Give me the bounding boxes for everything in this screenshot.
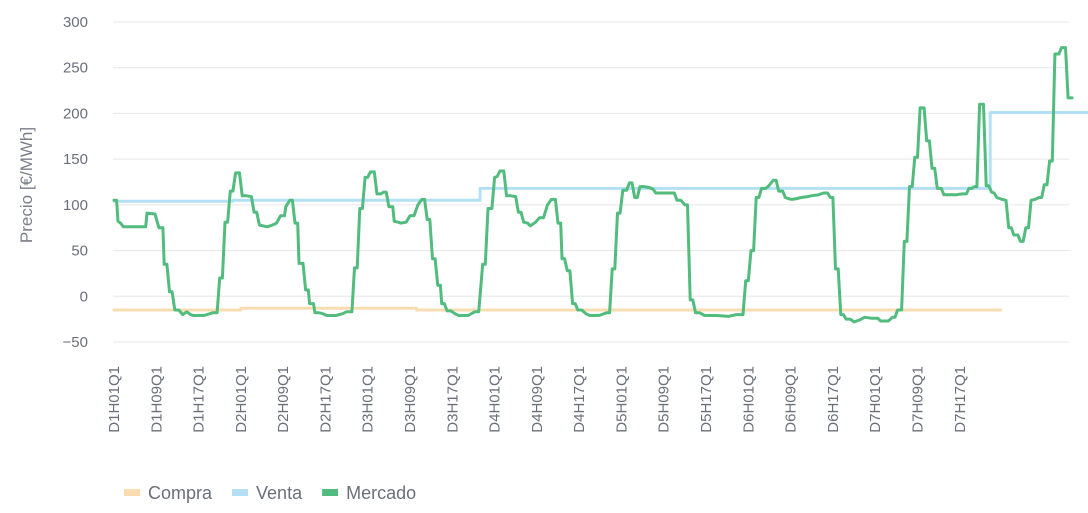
x-tick-label: D4H17Q1 xyxy=(571,366,588,433)
series-line-venta xyxy=(112,111,1088,203)
x-tick-label: D2H17Q1 xyxy=(317,366,334,433)
series-line-compra xyxy=(112,306,1003,312)
x-tick-label: D2H09Q1 xyxy=(275,366,292,433)
y-tick-label: 250 xyxy=(63,60,88,77)
legend-item-compra[interactable]: Compra xyxy=(124,483,213,503)
x-tick-label: D5H17Q1 xyxy=(698,366,715,433)
y-tick-label: 0 xyxy=(80,288,88,305)
legend-item-mercado[interactable]: Mercado xyxy=(322,483,416,503)
legend-swatch xyxy=(124,489,140,496)
y-axis-tick-labels: −50 0 50 100 150 200 250 300 xyxy=(63,14,88,351)
legend[interactable]: Compra Venta Mercado xyxy=(124,483,416,503)
x-tick-label: D3H01Q1 xyxy=(360,366,377,433)
x-tick-label: D3H17Q1 xyxy=(444,366,461,433)
x-tick-label: D6H01Q1 xyxy=(740,366,757,433)
x-tick-label: D5H09Q1 xyxy=(656,366,673,433)
x-tick-label: D1H01Q1 xyxy=(106,366,123,433)
legend-label: Compra xyxy=(148,483,213,503)
legend-swatch xyxy=(232,489,249,496)
x-tick-label: D4H09Q1 xyxy=(529,366,546,433)
x-tick-label: D7H09Q1 xyxy=(909,366,926,433)
x-tick-label: D6H17Q1 xyxy=(825,366,842,433)
y-tick-label: 200 xyxy=(63,105,88,122)
x-axis-tick-labels: D1H01Q1 D1H09Q1 D1H17Q1 D2H01Q1 D2H09Q1 D2H17… xyxy=(106,366,969,433)
series-lines xyxy=(112,46,1088,324)
x-tick-label: D1H17Q1 xyxy=(191,366,208,433)
legend-item-venta[interactable]: Venta xyxy=(232,483,303,503)
legend-label: Mercado xyxy=(346,483,416,503)
y-tick-label: 150 xyxy=(63,151,88,168)
x-tick-label: D2H01Q1 xyxy=(233,366,250,433)
x-tick-label: D6H09Q1 xyxy=(783,366,800,433)
y-tick-label: 300 xyxy=(63,14,88,31)
x-tick-label: D4H01Q1 xyxy=(487,366,504,433)
y-tick-label: 100 xyxy=(63,197,88,214)
x-tick-label: D7H01Q1 xyxy=(867,366,884,433)
grid-lines xyxy=(113,21,1069,343)
legend-swatch xyxy=(322,489,339,496)
y-tick-label: −50 xyxy=(63,334,88,351)
x-tick-label: D5H01Q1 xyxy=(613,366,630,433)
x-tick-label: D7H17Q1 xyxy=(952,366,969,433)
legend-label: Venta xyxy=(256,483,303,503)
x-tick-label: D1H09Q1 xyxy=(148,366,165,433)
x-tick-label: D3H09Q1 xyxy=(402,366,419,433)
y-axis-title: Precio [€/MWh] xyxy=(17,127,36,243)
y-tick-label: 50 xyxy=(71,243,88,260)
series-line-mercado xyxy=(112,46,1074,324)
